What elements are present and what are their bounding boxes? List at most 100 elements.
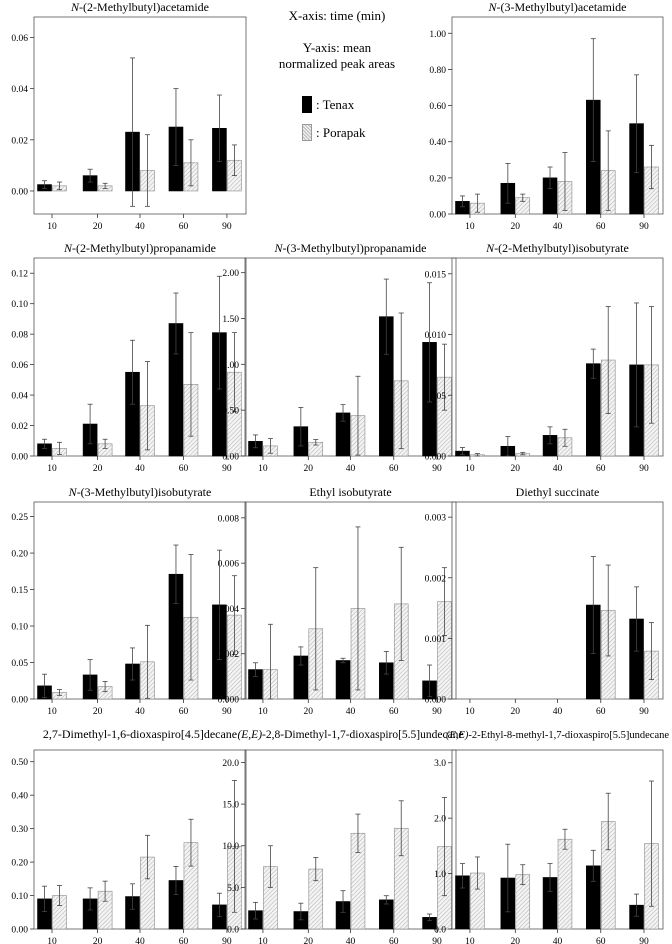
errorbar-porapak: [398, 546, 404, 661]
errorbar-tenax: [130, 57, 136, 207]
errorbar-tenax: [383, 895, 389, 905]
xtick-label: 10: [465, 707, 475, 717]
ytick-label: 3.0: [434, 759, 446, 769]
ytick-label: 0.12: [11, 270, 28, 280]
errorbar-porapak: [355, 813, 361, 853]
ytick-label: 0.002: [425, 574, 447, 584]
errorbar-porapak: [188, 332, 194, 437]
ytick-label: 0.20: [429, 174, 446, 184]
xaxis-note: X-axis: time (min): [288, 8, 386, 23]
panel-title: N-(3-Methylbutyl)acetamide: [488, 0, 627, 14]
panel-title-rest: -(3-Methylbutyl)acetamide: [497, 0, 627, 14]
xtick-label: 60: [179, 464, 189, 474]
ytick-label: 0.00: [429, 211, 446, 221]
xtick-label: 60: [389, 707, 399, 717]
xtick-label: 60: [596, 464, 606, 474]
panel-2: N-(3-Methylbutyl)acetamide 0.00 0.20 0.40 0.…: [429, 0, 664, 232]
panel-title-prefix: N: [488, 0, 498, 14]
xtick-label: 60: [596, 222, 606, 232]
ytick-label: 0.00: [11, 926, 28, 936]
ytick-label: 0.003: [425, 514, 447, 524]
panel-title-rest: 2,7-Dimethyl-1,6-dioxaspiro[4.5]decane: [43, 727, 237, 741]
xtick-label: 10: [465, 464, 475, 474]
panel-title: Ethyl isobutyrate: [309, 485, 391, 499]
ytick-label: 0.04: [11, 85, 28, 95]
panel-title: N-(2-Methylbutyl)isobutyrate: [485, 241, 629, 255]
ytick-label: 0.40: [11, 792, 28, 802]
ytick-label: 0.40: [429, 138, 446, 148]
xtick-label: 90: [222, 222, 232, 232]
xtick-label: 60: [179, 222, 189, 232]
ytick-label: 0.50: [222, 407, 239, 417]
panel-11: (E,E)-2-Ethyl-8-methyl-1,7-dioxaspiro[5.…: [434, 730, 669, 944]
xtick-label: 20: [511, 937, 521, 944]
errorbar-tenax: [547, 166, 553, 190]
errorbar-porapak: [398, 312, 404, 450]
xtick-label: 40: [553, 707, 563, 717]
xtick-label: 60: [389, 464, 399, 474]
yaxis-note-line2: normalized peak areas: [278, 56, 396, 71]
xtick-label: 60: [179, 707, 189, 717]
panel-1: N-(2-Methylbutyl)acetamide 0.00 0.02 0.04 0.…: [11, 0, 247, 232]
xtick-label: 90: [639, 464, 649, 474]
errorbar-tenax: [298, 646, 304, 666]
ytick-label: 0.02: [11, 422, 28, 432]
panel-title-prefix: N: [63, 241, 73, 255]
ytick-label: 0.08: [11, 331, 28, 341]
errorbar-tenax: [87, 403, 93, 445]
errorbar-porapak: [520, 193, 526, 202]
xtick-label: 10: [47, 222, 57, 232]
errorbar-porapak: [102, 438, 108, 449]
ytick-label: 0.10: [11, 623, 28, 633]
legend-block: X-axis: time (min) Y-axis: mean normaliz…: [262, 8, 412, 141]
panel-title-rest: -(2-Methylbutyl)acetamide: [79, 0, 209, 14]
panel-title: (E,E)-2-Ethyl-8-methyl-1,7-dioxaspiro[5.…: [446, 730, 669, 741]
xtick-label: 60: [596, 937, 606, 944]
ytick-label: 0.00: [11, 696, 28, 706]
errorbar-tenax: [340, 404, 346, 422]
errorbar-porapak: [231, 144, 237, 177]
errorbar-porapak: [313, 567, 319, 691]
errorbar-porapak: [605, 306, 611, 414]
errorbar-tenax: [505, 843, 511, 913]
xtick-label: 40: [553, 464, 563, 474]
panel-10: (E,E)-2,8-Dimethyl-1,7-dioxaspiro[5.5]un…: [222, 729, 463, 944]
ytick-label: 2.00: [222, 269, 239, 279]
ytick-label: 0.006: [218, 560, 240, 570]
errorbar-tenax: [590, 849, 596, 882]
errorbar-porapak: [57, 181, 63, 191]
xtick-label: 90: [432, 464, 442, 474]
ytick-label: 10.0: [222, 842, 239, 852]
legend-label-tenax: : Tenax: [316, 97, 355, 112]
errorbar-porapak: [562, 152, 568, 211]
errorbar-tenax: [87, 887, 93, 911]
errorbar-tenax: [130, 883, 136, 910]
errorbar-tenax: [216, 549, 222, 660]
errorbar-tenax: [634, 586, 640, 652]
panel-title: N-(2-Methylbutyl)propanamide: [63, 241, 216, 255]
xtick-label: 90: [222, 937, 232, 944]
errorbar-porapak: [144, 834, 150, 880]
ytick-label: 1.0: [434, 870, 446, 880]
ytick-label: 0.00: [11, 453, 28, 463]
panel-title-rest: Ethyl isobutyrate: [309, 485, 391, 499]
errorbar-porapak: [231, 780, 237, 913]
errorbar-porapak: [520, 864, 526, 886]
errorbar-porapak: [441, 567, 447, 636]
errorbar-tenax: [383, 278, 389, 355]
xtick-label: 40: [135, 464, 145, 474]
xtick-label: 90: [432, 937, 442, 944]
ytick-label: 0.015: [425, 270, 447, 280]
xtick-label: 40: [346, 937, 356, 944]
panel-3: N-(2-Methylbutyl)propanamide 0.00 0.02 0.04…: [11, 241, 247, 474]
xtick-label: 40: [135, 937, 145, 944]
panel-title-rest: -2-Ethyl-8-methyl-1,7-dioxaspiro[5.5]und…: [468, 730, 669, 741]
xtick-label: 20: [93, 707, 103, 717]
panel-9: 2,7-Dimethyl-1,6-dioxaspiro[4.5]decane 0.…: [11, 727, 247, 944]
tenax-swatch: [302, 96, 312, 113]
panel-title: N-(3-Methylbutyl)isobutyrate: [68, 485, 212, 499]
ytick-label: 0.00: [222, 453, 239, 463]
errorbar-tenax: [87, 659, 93, 691]
errorbar-porapak: [441, 797, 447, 897]
errorbar-tenax: [42, 438, 48, 449]
